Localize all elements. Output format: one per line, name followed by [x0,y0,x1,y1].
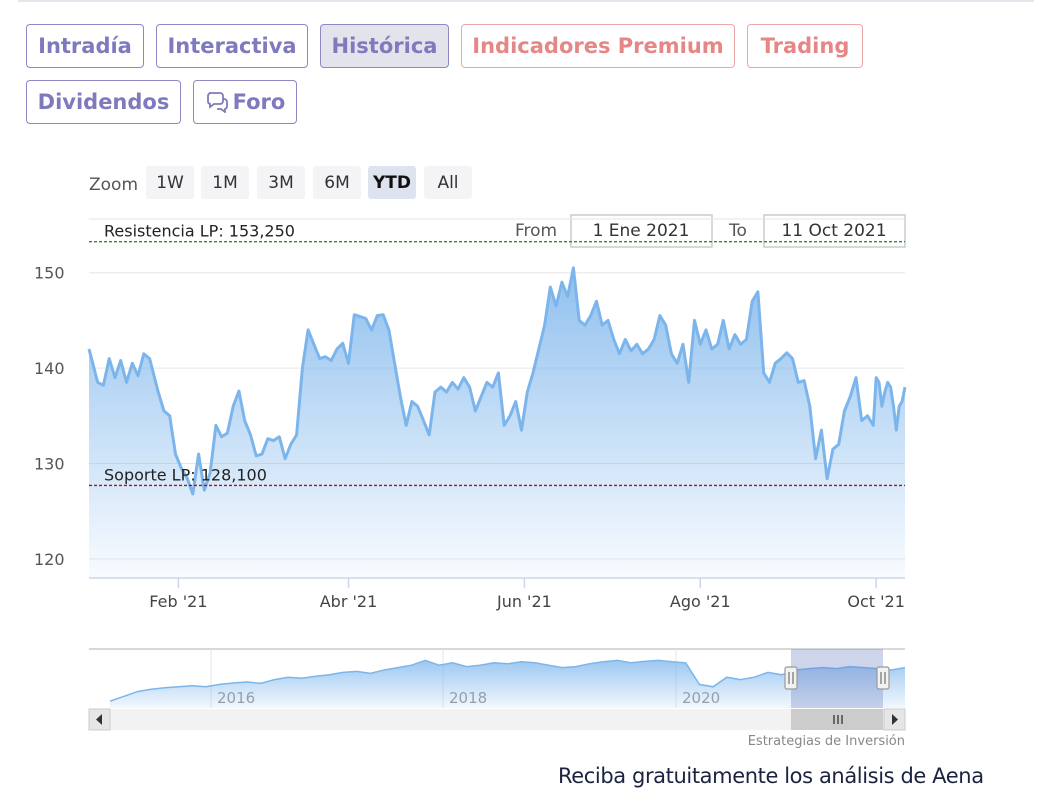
arrow-left-icon [96,714,102,725]
tab-interactiva[interactable]: Interactiva [156,24,308,68]
top-divider [18,0,1034,2]
chart-credit[interactable]: Estrategias de Inversión [748,734,905,749]
zoom-3m-button[interactable]: 3M [257,166,305,199]
to-date-value: 11 Oct 2021 [781,221,886,241]
tab-foro[interactable]: Foro [193,80,297,124]
zoom-button-label: 1M [212,173,237,193]
support-label: Soporte LP: 128,100 [104,465,267,484]
from-date-value: 1 Ene 2021 [593,221,690,241]
zoom-button-label: All [437,173,458,193]
zoom-1m-button[interactable]: 1M [201,166,249,199]
scroll-right-button[interactable] [883,708,906,731]
y-tick-label: 120 [34,550,65,569]
arrow-right-icon [892,714,898,725]
zoom-button-label: 1W [156,173,184,193]
zoom-button-label: YTD [372,173,411,193]
zoom-6m-button[interactable]: 6M [313,166,361,199]
scrollbar[interactable] [88,708,906,731]
x-tick-label: Abr '21 [320,592,378,611]
tab-intradia[interactable]: Intradía [26,24,144,68]
x-tick-label: Jun '21 [496,592,552,611]
from-label: From [515,221,557,241]
zoom-label: Zoom [89,175,138,195]
navigator-selection[interactable] [791,649,883,708]
x-tick-label: Ago '21 [670,592,731,611]
scrollbar-grip-icon [833,715,843,724]
tab-trading[interactable]: Trading [747,24,863,68]
scrollbar-thumb[interactable] [791,709,883,730]
to-label: To [728,221,747,241]
tab-dividendos[interactable]: Dividendos [26,80,181,124]
tab-historica[interactable]: Histórica [320,24,449,68]
zoom-button-label: 3M [268,173,293,193]
y-tick-label: 150 [34,264,65,283]
x-tick-label: Oct '21 [847,592,905,611]
navigator-line [109,659,906,702]
zoom-ytd-button[interactable]: YTD [368,166,416,199]
navigator[interactable]: 201620182020 [89,648,906,708]
price-line [87,266,907,496]
tab-indicadores-premium[interactable]: Indicadores Premium [461,24,735,68]
navigator-area [110,660,905,708]
zoom-button-label: 6M [324,173,349,193]
x-tick-label: Feb '21 [149,592,207,611]
price-area [89,267,905,578]
y-tick-label: 140 [34,359,65,378]
navigator-handle-right[interactable] [876,666,890,690]
speech-bubbles-icon [205,91,229,113]
y-tick-label: 130 [34,455,65,474]
zoom-1w-button[interactable]: 1W [146,166,194,199]
footer-cta[interactable]: Reciba gratuitamente los análisis de Aen… [558,764,984,788]
zoom-all-button[interactable]: All [424,166,472,199]
tab-foro-label: Foro [232,90,286,114]
navigator-handle-left[interactable] [784,666,798,690]
resistance-label: Resistencia LP: 153,250 [104,222,295,241]
scroll-left-button[interactable] [88,708,111,731]
